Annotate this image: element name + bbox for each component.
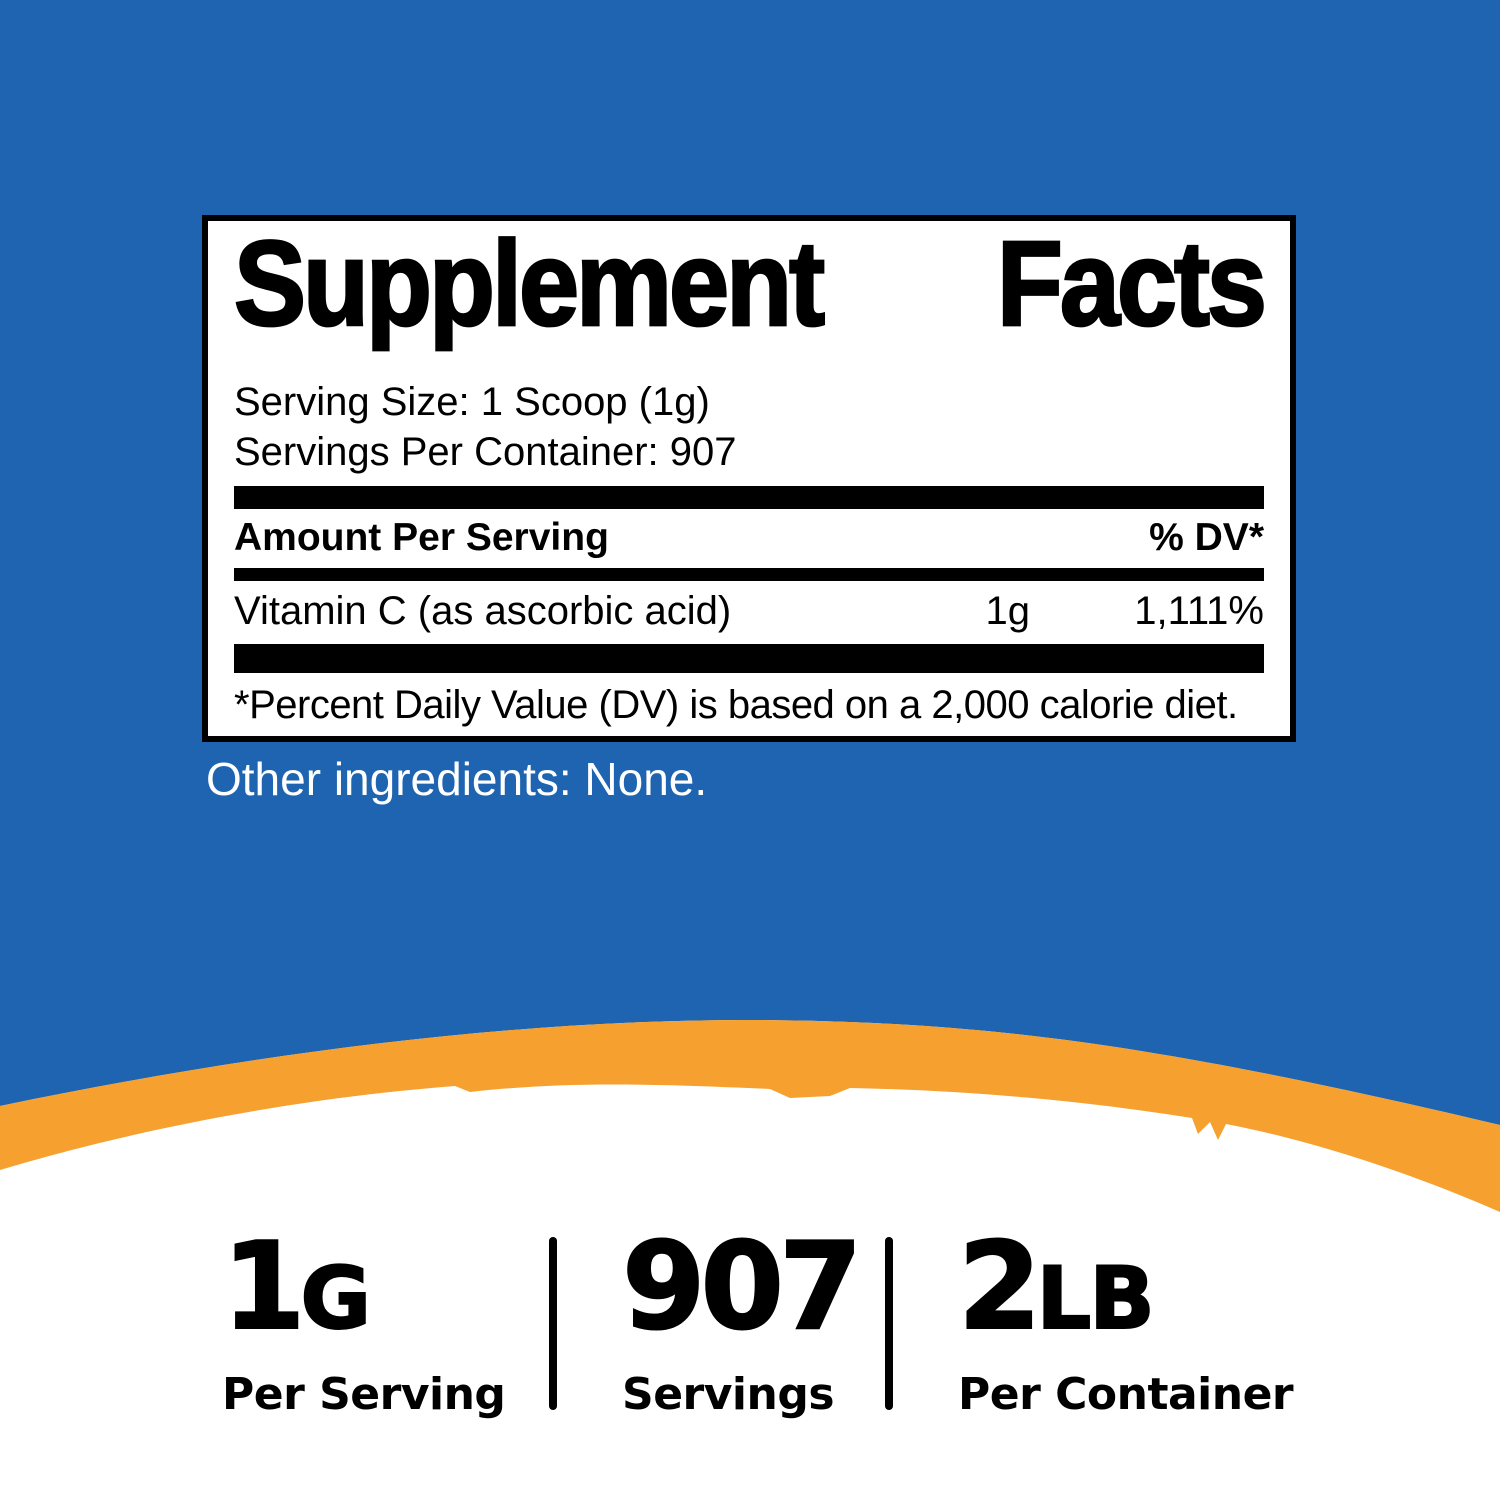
nutrient-amount: 1g	[985, 589, 1031, 633]
daily-value-footnote: *Percent Daily Value (DV) is based on a …	[234, 683, 1238, 727]
other-ingredients-text: Other ingredients: None.	[206, 753, 708, 805]
thick-divider-bar-bottom	[234, 644, 1264, 673]
facts-column-headers: Amount Per Serving % DV*	[234, 514, 1264, 562]
serving-size: Serving Size: 1 Scoop (1g)	[234, 380, 710, 424]
orange-brush-stripe	[0, 1019, 1500, 1212]
supplement-facts-panel: Supplement Facts Serving Size: 1 Scoop (…	[202, 215, 1296, 742]
nutrient-name: Vitamin C (as ascorbic acid)	[234, 589, 732, 633]
thin-divider-bar	[234, 568, 1264, 581]
thick-divider-bar-top	[234, 486, 1264, 509]
nutrient-daily-value: 1,111%	[1134, 589, 1264, 633]
nutrient-row-vitamin-c: Vitamin C (as ascorbic acid) 1g 1,111%	[234, 586, 1264, 636]
servings-per-container: Servings Per Container: 907	[234, 430, 737, 474]
supplement-facts-title: Supplement Facts	[233, 215, 1269, 351]
amount-per-serving-header: Amount Per Serving	[234, 516, 609, 559]
serving-info: Serving Size: 1 Scoop (1g) Servings Per …	[234, 377, 1264, 477]
percent-dv-header: % DV*	[1149, 516, 1264, 559]
